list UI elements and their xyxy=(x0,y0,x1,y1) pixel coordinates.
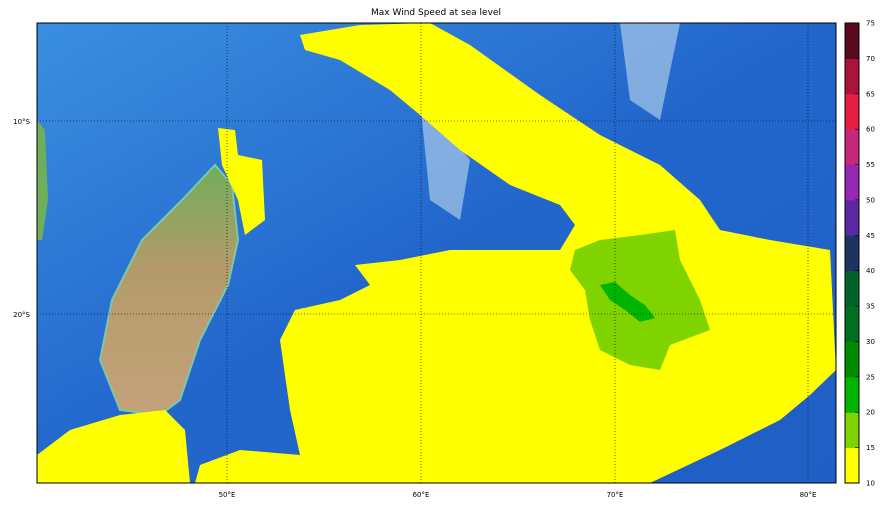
colorbar-bin xyxy=(845,447,859,484)
ridge-shading xyxy=(420,23,680,220)
colorbar: 10 15 20 25 30 35 40 45 50 55 60 65 70 75 xyxy=(844,20,875,488)
lon-label: 80°E xyxy=(800,491,817,499)
colorbar-bin xyxy=(845,412,859,449)
lat-label: 10°S xyxy=(13,118,30,126)
colorbar-tick-label: 70 xyxy=(866,55,875,63)
wind-zone-10-15 xyxy=(195,23,836,483)
colorbar-tick-label: 50 xyxy=(866,196,875,204)
colorbar-tick-label: 65 xyxy=(866,90,875,98)
colorbar-tick-label: 60 xyxy=(866,126,875,134)
wind-zone-10-15 xyxy=(218,128,265,235)
wind-zone-15-20 xyxy=(570,230,710,370)
africa-coast xyxy=(37,120,48,240)
colorbar-bin xyxy=(845,58,859,95)
colorbar-tick-label: 40 xyxy=(866,267,875,275)
wind-zone-10-15 xyxy=(37,410,190,483)
lon-label: 50°E xyxy=(219,491,236,499)
colorbar-bin xyxy=(845,341,859,378)
colorbar-tick-label: 45 xyxy=(866,232,875,240)
colorbar-bin xyxy=(845,306,859,342)
colorbar-bin xyxy=(845,235,859,272)
map-frame xyxy=(36,22,837,484)
colorbar-bin xyxy=(845,23,859,59)
colorbar-tick-label: 10 xyxy=(866,480,875,488)
colorbar-bin xyxy=(845,129,859,166)
colorbar-bin xyxy=(845,199,859,236)
colorbar-tick-label: 30 xyxy=(866,338,875,346)
lon-label: 70°E xyxy=(607,491,624,499)
colorbar-tick-label: 55 xyxy=(866,161,875,169)
colorbar-tick-label: 25 xyxy=(866,373,875,381)
gridlines xyxy=(37,23,836,483)
colorbar-tick-label: 20 xyxy=(866,409,875,417)
colorbar-tick-label: 75 xyxy=(866,20,875,28)
colorbar-tick-label: 15 xyxy=(866,444,875,452)
colorbar-bin xyxy=(845,270,859,307)
colorbar-bin xyxy=(845,93,859,130)
map-title: Max Wind Speed at sea level xyxy=(371,8,501,18)
wind-field xyxy=(37,23,836,483)
wind-zone-20-25 xyxy=(600,282,655,322)
lat-label: 20°S xyxy=(13,311,30,319)
colorbar-bin xyxy=(845,164,859,201)
colorbar-tick-label: 35 xyxy=(866,303,875,311)
colorbar-bin xyxy=(845,376,859,413)
lon-label: 60°E xyxy=(413,491,430,499)
